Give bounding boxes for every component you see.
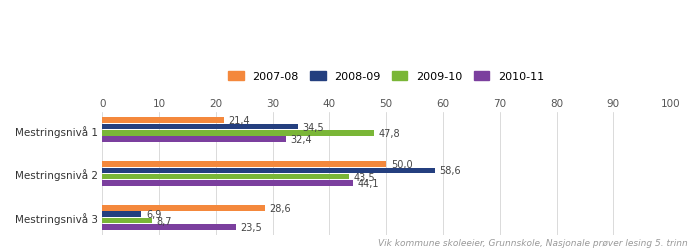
Text: 44,1: 44,1 (357, 178, 379, 188)
Bar (102, 206, 265, 211)
Bar (102, 168, 435, 173)
Text: 8,7: 8,7 (156, 216, 172, 226)
Text: 47,8: 47,8 (378, 128, 400, 138)
Bar (102, 136, 286, 142)
Bar (102, 118, 224, 124)
Bar (102, 218, 152, 224)
Text: 23,5: 23,5 (240, 222, 262, 232)
Text: 32,4: 32,4 (291, 134, 312, 144)
Text: 43,5: 43,5 (354, 172, 375, 182)
Bar (102, 224, 236, 230)
Text: 34,5: 34,5 (303, 122, 325, 132)
Bar (102, 124, 298, 130)
Legend: 2007-08, 2008-09, 2009-10, 2010-11: 2007-08, 2008-09, 2009-10, 2010-11 (228, 72, 544, 82)
Text: 21,4: 21,4 (228, 116, 250, 126)
Text: 58,6: 58,6 (439, 166, 461, 176)
Text: 6,9: 6,9 (146, 210, 161, 220)
Text: 28,6: 28,6 (269, 204, 291, 213)
Bar (102, 212, 141, 217)
Text: 50,0: 50,0 (391, 160, 412, 170)
Bar (102, 162, 386, 168)
Bar (102, 174, 350, 180)
Text: Vik kommune skoleeier, Grunnskole, Nasjonale prøver lesing 5. trinn: Vik kommune skoleeier, Grunnskole, Nasjo… (378, 238, 688, 248)
Bar (102, 180, 352, 186)
Bar (102, 130, 374, 136)
